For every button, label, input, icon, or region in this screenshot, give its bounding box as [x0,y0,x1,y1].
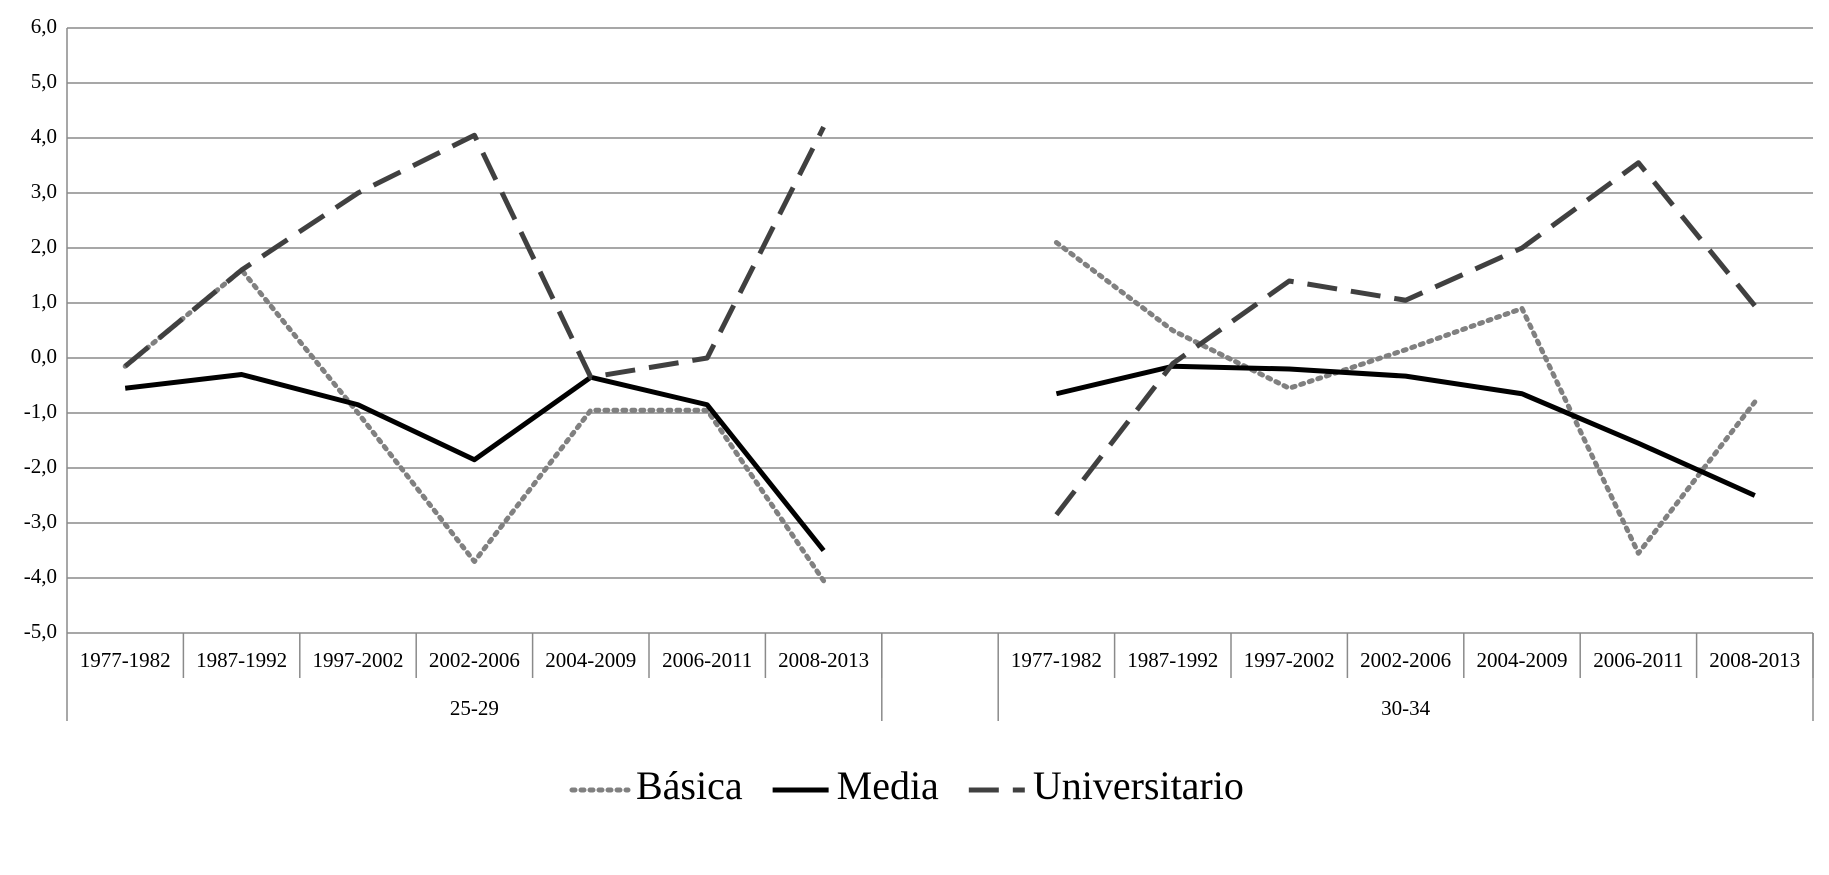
legend-label: Media [837,763,939,808]
x-tick-label: 2004-2009 [1477,648,1568,672]
x-tick-label: 2004-2009 [545,648,636,672]
x-tick-label: 1997-2002 [313,648,404,672]
x-tick-label: 2006-2011 [662,648,752,672]
x-tick-label: 2002-2006 [429,648,520,672]
y-tick-label: -4,0 [24,564,57,588]
group-label: 30-34 [1381,696,1430,720]
x-tick-label: 1977-1982 [80,648,171,672]
y-tick-label: -3,0 [24,509,57,533]
y-tick-label: -1,0 [24,399,57,423]
y-tick-label: -2,0 [24,454,57,478]
y-tick-label: 1,0 [31,289,57,313]
x-tick-label: 2008-2013 [1709,648,1800,672]
data-line [123,125,1757,517]
group-label: 25-29 [450,696,499,720]
x-tick-label: 2008-2013 [778,648,869,672]
x-tick-label: 2006-2011 [1593,648,1683,672]
legend-label: Universitario [1033,763,1244,808]
x-tick-label: 2002-2006 [1360,648,1451,672]
x-tick-label: 1977-1982 [1011,648,1102,672]
y-tick-label: 5,0 [31,69,57,93]
x-tick-label: 1987-1992 [196,648,287,672]
y-tick-label: -5,0 [24,619,57,643]
legend-label: Básica [636,763,743,808]
x-tick-label: 1997-2002 [1244,648,1335,672]
y-tick-label: 6,0 [31,14,57,38]
y-tick-label: 3,0 [31,179,57,203]
x-tick-label: 1987-1992 [1127,648,1218,672]
y-tick-label: 2,0 [31,234,57,258]
y-tick-label: 4,0 [31,124,57,148]
y-tick-label: 0,0 [31,344,57,368]
